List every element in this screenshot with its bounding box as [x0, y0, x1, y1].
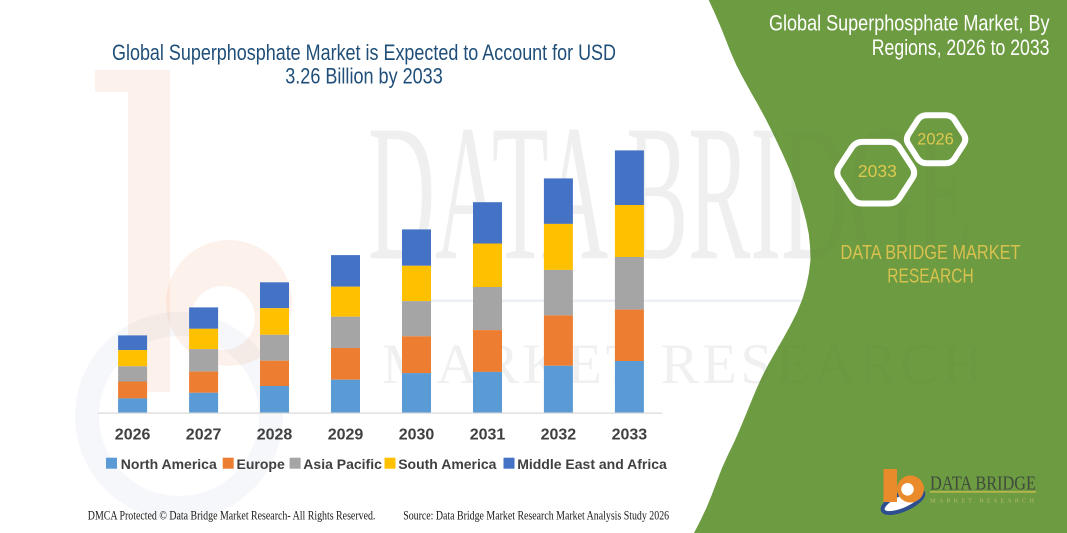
svg-text:2026: 2026: [115, 427, 151, 444]
svg-text:MARKET RESEARCH: MARKET RESEARCH: [930, 498, 1034, 505]
svg-text:2033: 2033: [612, 427, 648, 444]
svg-text:2026: 2026: [917, 131, 954, 149]
svg-text:Asia Pacific: Asia Pacific: [303, 456, 382, 472]
svg-text:Europe: Europe: [237, 456, 285, 472]
svg-text:Global Superphosphate Market i: Global Superphosphate Market is Expected…: [112, 40, 616, 65]
svg-text:South America: South America: [398, 456, 496, 472]
svg-text:Regions, 2026 to 2033: Regions, 2026 to 2033: [872, 35, 1050, 60]
svg-text:2027: 2027: [186, 427, 222, 444]
svg-text:North America: North America: [121, 456, 217, 472]
svg-text:3.26 Billion by 2033: 3.26 Billion by 2033: [285, 63, 443, 88]
svg-text:Source: Data Bridge Market Res: Source: Data Bridge Market Research Mark…: [403, 509, 669, 523]
svg-text:2033: 2033: [858, 161, 897, 181]
svg-text:Middle East and Africa: Middle East and Africa: [517, 456, 667, 472]
svg-text:DMCA Protected © Data Bridge M: DMCA Protected © Data Bridge Market Rese…: [88, 509, 376, 523]
svg-text:2032: 2032: [541, 427, 577, 444]
svg-text:DATA BRIDGE: DATA BRIDGE: [930, 473, 1036, 495]
svg-text:RESEARCH: RESEARCH: [887, 265, 973, 288]
svg-text:2030: 2030: [399, 427, 435, 444]
svg-text:DATA BRIDGE MARKET: DATA BRIDGE MARKET: [841, 241, 1021, 264]
svg-text:Global Superphosphate Market,: Global Superphosphate Market, By: [769, 11, 1050, 36]
svg-text:2031: 2031: [470, 427, 506, 444]
svg-text:2029: 2029: [328, 427, 364, 444]
svg-text:2028: 2028: [257, 427, 293, 444]
